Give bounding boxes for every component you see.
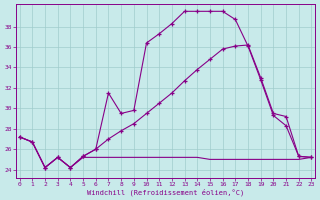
X-axis label: Windchill (Refroidissement éolien,°C): Windchill (Refroidissement éolien,°C) [87, 188, 244, 196]
